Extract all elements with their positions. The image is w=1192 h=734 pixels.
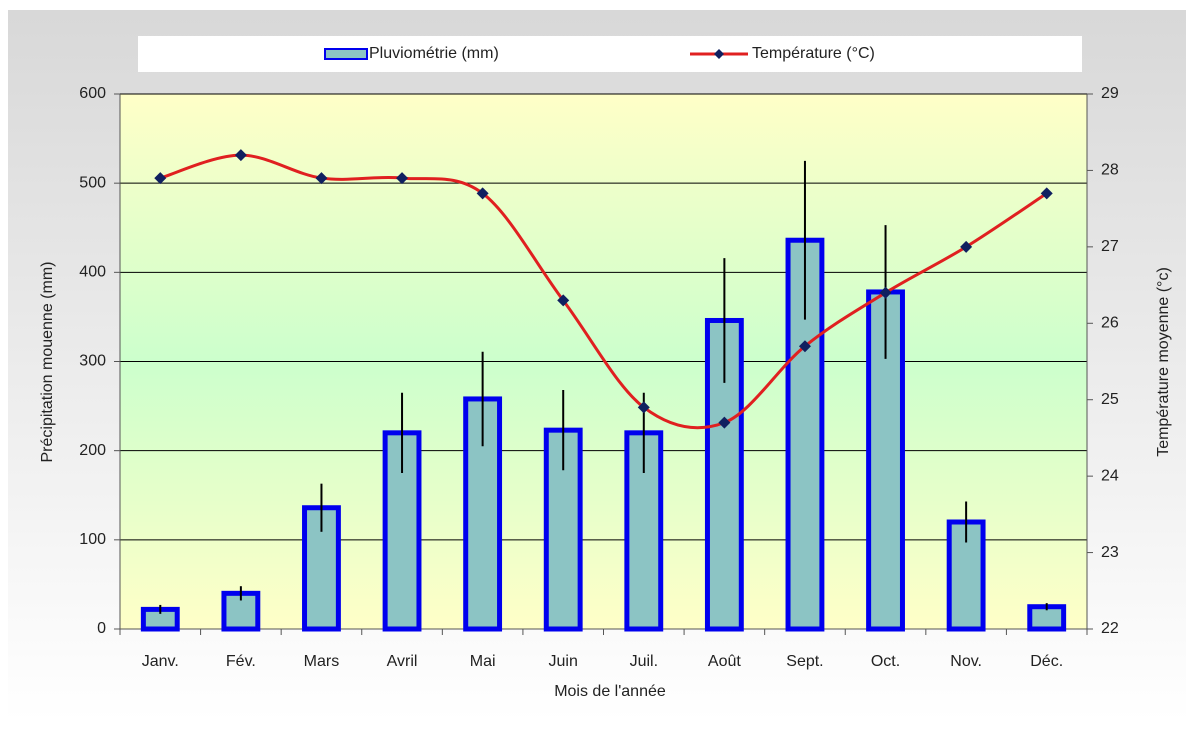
y2-tick-label: 28 — [1101, 162, 1119, 179]
x-tick-label: Fév. — [226, 653, 256, 670]
y2-axis-label: Température moyenne (°c) — [1155, 267, 1172, 457]
y2-tick-label: 23 — [1101, 544, 1119, 561]
marker — [879, 286, 892, 299]
y-tick-label: 600 — [79, 85, 106, 102]
x-tick-label: Oct. — [871, 653, 900, 670]
x-tick-label: Mai — [470, 653, 496, 670]
y-tick-label: 400 — [79, 264, 106, 281]
y2-tick-label: 29 — [1101, 85, 1119, 102]
x-tick-label: Déc. — [1030, 653, 1063, 670]
bar — [624, 430, 664, 632]
legend-label: Température (°C) — [752, 45, 875, 62]
legend-marker — [714, 49, 724, 59]
y-tick-label: 100 — [79, 531, 106, 548]
y-axis-label: Précipitation mouenne (mm) — [39, 262, 56, 463]
marker — [557, 294, 570, 307]
legend-swatch — [324, 48, 368, 60]
x-tick-label: Mars — [304, 653, 340, 670]
legend-box — [138, 36, 1082, 72]
y-tick-label: 500 — [79, 174, 106, 191]
marker — [234, 149, 247, 162]
bar — [946, 519, 986, 632]
marker — [154, 172, 167, 185]
marker — [396, 172, 409, 185]
marker — [718, 416, 731, 429]
marker — [1040, 187, 1053, 200]
marker — [798, 340, 811, 353]
legend-label: Pluviométrie (mm) — [369, 45, 499, 62]
y2-tick-label: 22 — [1101, 620, 1119, 637]
y-tick-label: 0 — [97, 620, 106, 637]
y2-tick-label: 27 — [1101, 238, 1119, 255]
x-tick-label: Sept. — [786, 653, 823, 670]
x-tick-label: Juil. — [630, 653, 658, 670]
marker — [476, 187, 489, 200]
x-axis-label: Mois de l'année — [554, 683, 666, 700]
x-tick-label: Janv. — [142, 653, 179, 670]
x-tick-label: Nov. — [950, 653, 982, 670]
x-tick-label: Avril — [387, 653, 418, 670]
y-tick-label: 300 — [79, 353, 106, 370]
y-tick-label: 200 — [79, 442, 106, 459]
marker — [637, 401, 650, 414]
x-tick-label: Août — [708, 653, 741, 670]
y2-tick-label: 26 — [1101, 315, 1119, 332]
x-tick-label: Juin — [549, 653, 578, 670]
marker — [960, 240, 973, 253]
y2-tick-label: 24 — [1101, 467, 1119, 484]
marker — [315, 172, 328, 185]
y2-tick-label: 25 — [1101, 391, 1119, 408]
